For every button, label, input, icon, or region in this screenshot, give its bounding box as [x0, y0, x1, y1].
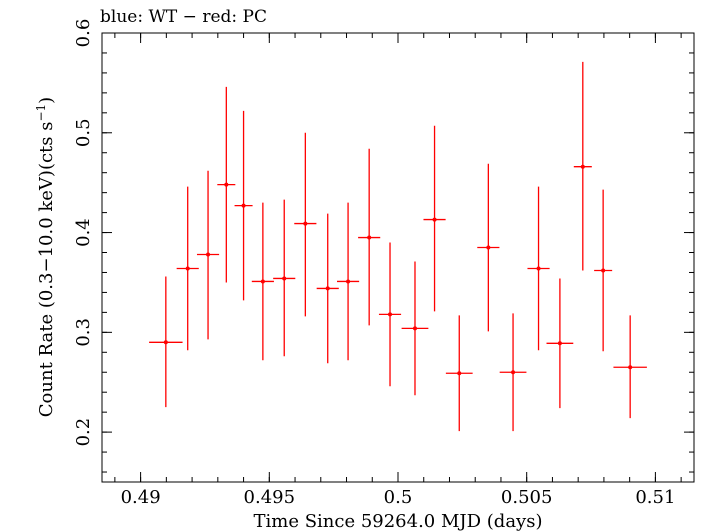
data-point	[527, 186, 550, 351]
x-tick-label: 0.5	[384, 487, 413, 508]
point-marker	[536, 266, 541, 271]
point-marker	[206, 252, 211, 257]
x-tick-label: 0.49	[121, 487, 161, 508]
axis-ticks	[102, 32, 694, 482]
y-tick-label: 0.4	[73, 218, 94, 247]
point-marker	[557, 341, 562, 346]
data-points	[149, 61, 647, 432]
chart-title: blue: WT − red: PC	[100, 7, 267, 27]
point-marker	[185, 266, 190, 271]
data-point	[613, 315, 647, 419]
data-point	[294, 132, 317, 317]
y-axis-label: Count Rate (0.3−10.0 keV)(cts s−1)	[34, 97, 57, 417]
point-marker	[628, 365, 633, 370]
x-tick-label: 0.51	[635, 487, 675, 508]
data-point	[316, 213, 339, 364]
data-point	[594, 189, 613, 352]
point-marker	[282, 276, 287, 281]
y-tick-label: 0.2	[73, 418, 94, 447]
y-tick-labels: 0.2 0.3 0.4 0.5 0.6	[73, 19, 94, 447]
data-point	[217, 86, 236, 283]
point-marker	[260, 279, 265, 284]
data-point	[499, 313, 527, 432]
data-point	[251, 202, 274, 361]
x-axis-label: Time Since 59264.0 MJD (days)	[253, 511, 542, 532]
point-marker	[457, 371, 462, 376]
data-point	[378, 242, 402, 387]
y-axis-label-superscript: −1	[34, 104, 48, 122]
data-point	[196, 170, 220, 340]
data-point	[273, 199, 296, 357]
x-tick-labels: 0.49 0.495 0.5 0.505 0.51	[121, 487, 676, 508]
y-tick-label: 0.6	[73, 19, 94, 48]
point-marker	[511, 370, 516, 375]
point-marker	[346, 279, 351, 284]
y-tick-label: 0.3	[73, 318, 94, 347]
y-axis-label-main: Count Rate (0.3−10.0 keV)(cts s	[36, 122, 57, 418]
point-marker	[432, 217, 437, 222]
data-point	[176, 186, 199, 351]
x-tick-label: 0.495	[244, 487, 296, 508]
y-axis-label-close: )	[36, 97, 57, 104]
data-point	[423, 125, 446, 312]
data-point	[546, 278, 574, 409]
point-marker	[325, 286, 330, 291]
point-marker	[367, 235, 372, 240]
point-marker	[412, 326, 417, 331]
point-marker	[241, 203, 246, 208]
point-marker	[601, 268, 606, 273]
data-point	[477, 163, 500, 332]
data-point	[573, 61, 592, 271]
data-point	[336, 202, 360, 361]
point-marker	[486, 245, 491, 250]
point-marker	[580, 164, 585, 169]
y-tick-label: 0.5	[73, 118, 94, 147]
data-point	[401, 261, 429, 396]
point-marker	[388, 312, 393, 317]
data-point	[445, 315, 473, 432]
point-marker	[163, 340, 168, 345]
point-marker	[303, 221, 308, 226]
data-point	[234, 110, 253, 301]
point-marker	[224, 182, 229, 187]
x-tick-label: 0.505	[501, 487, 553, 508]
data-point	[358, 148, 381, 326]
plot-frame	[101, 32, 695, 483]
data-point	[149, 276, 183, 408]
